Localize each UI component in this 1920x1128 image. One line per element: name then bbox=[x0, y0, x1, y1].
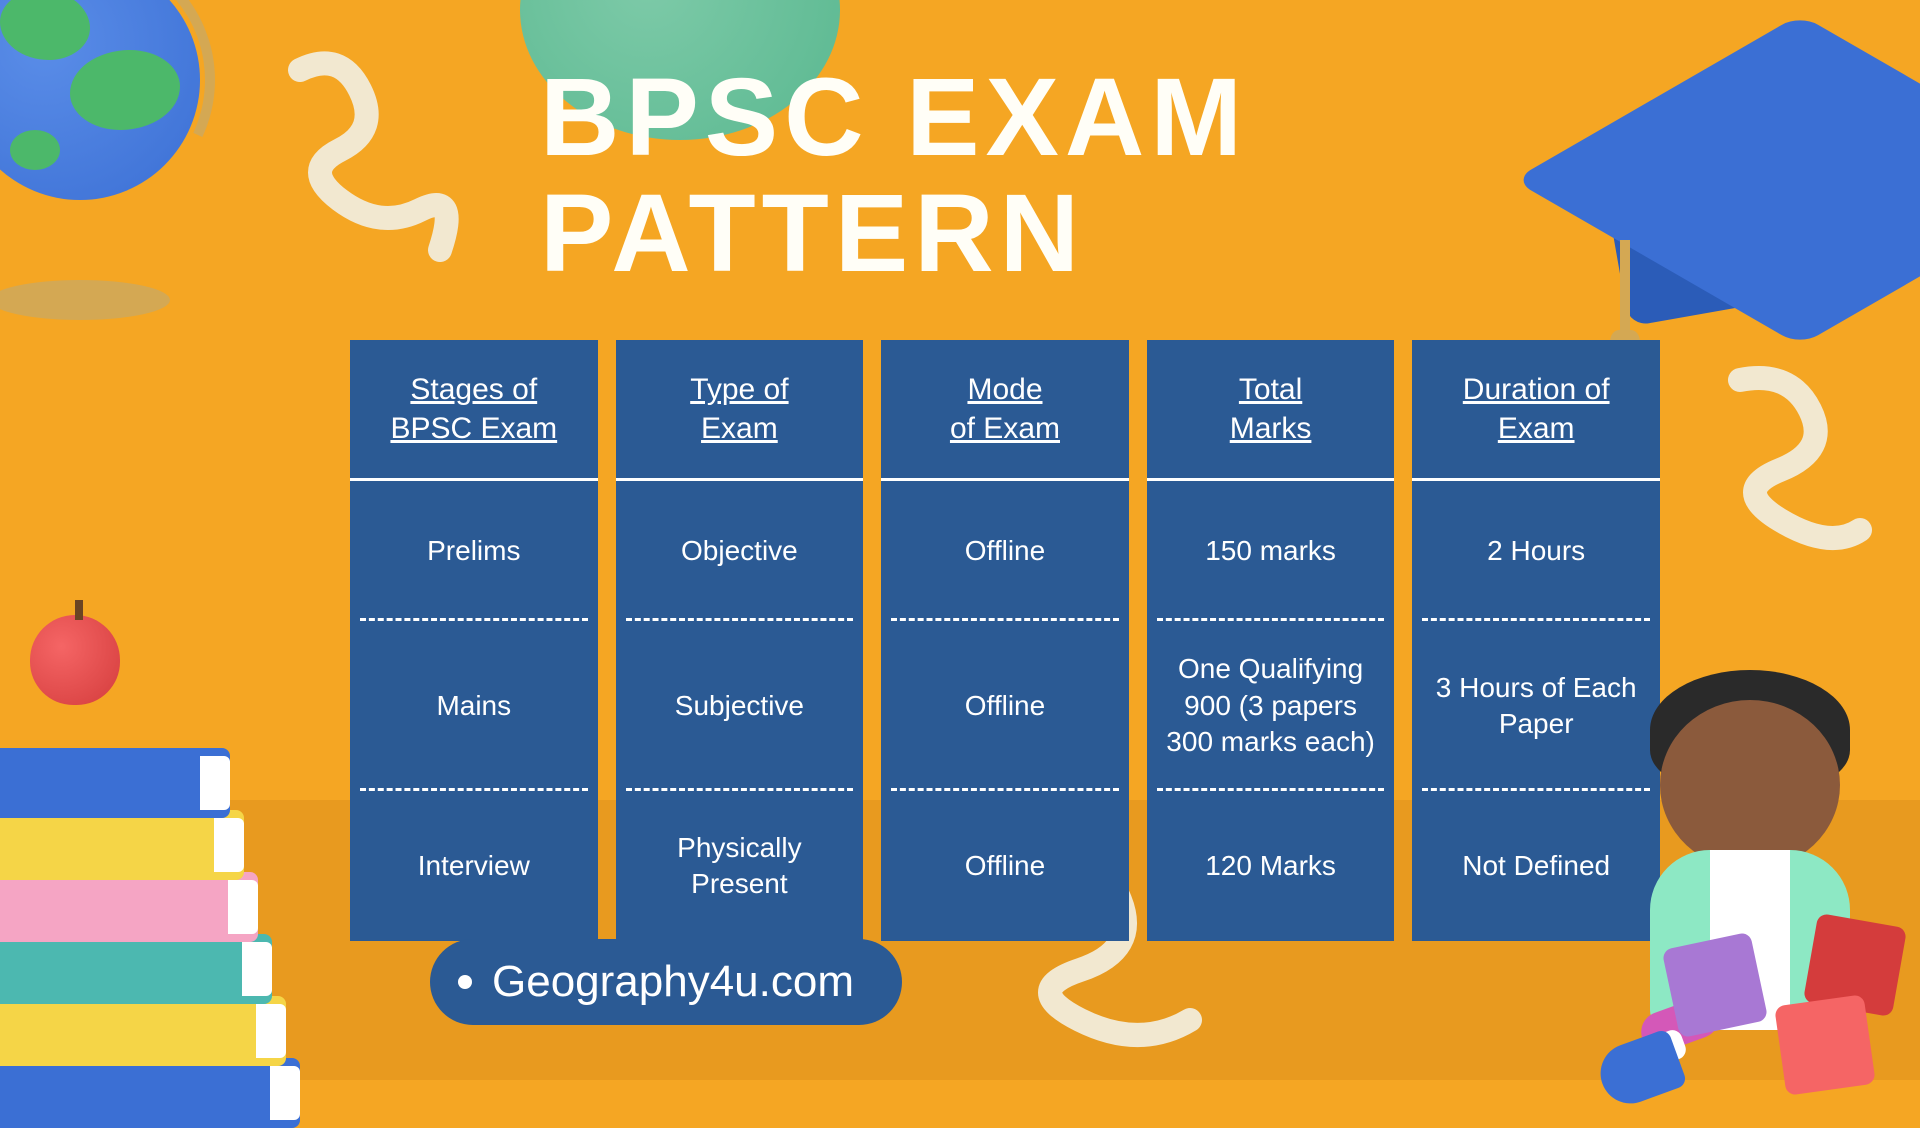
footer-label: Geography4u.com bbox=[492, 957, 854, 1007]
book-icon bbox=[0, 996, 286, 1066]
page-title: BPSC EXAMPATTERN bbox=[540, 60, 1248, 291]
column-header: Modeof Exam bbox=[881, 340, 1129, 481]
squiggle-icon bbox=[1710, 360, 1890, 580]
footer-pill: Geography4u.com bbox=[430, 939, 902, 1025]
column-header: TotalMarks bbox=[1147, 340, 1395, 481]
table-column: Modeof ExamOfflineOfflineOffline bbox=[881, 340, 1129, 941]
exam-table: Stages ofBPSC ExamPrelimsMainsInterviewT… bbox=[350, 340, 1660, 941]
table-column: Type ofExamObjectiveSubjectivePhysically… bbox=[616, 340, 864, 941]
table-cell: 150 marks bbox=[1147, 481, 1395, 621]
squiggle-icon bbox=[280, 50, 480, 270]
column-header: Type ofExam bbox=[616, 340, 864, 481]
table-cell: One Qualifying 900 (3 papers 300 marks e… bbox=[1147, 621, 1395, 791]
title-line1: BPSC EXAMPATTERN bbox=[540, 60, 1248, 291]
book-icon bbox=[0, 810, 244, 880]
table-cell: Objective bbox=[616, 481, 864, 621]
table-cell: Subjective bbox=[616, 621, 864, 791]
table-cell: 120 Marks bbox=[1147, 791, 1395, 941]
table-column: TotalMarks150 marksOne Qualifying 900 (3… bbox=[1147, 340, 1395, 941]
table-column: Stages ofBPSC ExamPrelimsMainsInterview bbox=[350, 340, 598, 941]
column-header: Duration ofExam bbox=[1412, 340, 1660, 481]
book-icon bbox=[0, 748, 230, 818]
table-cell: Physically Present bbox=[616, 791, 864, 941]
child-icon bbox=[1540, 620, 1920, 1120]
book-icon bbox=[0, 872, 258, 942]
book-icon bbox=[0, 934, 272, 1004]
apple-icon bbox=[30, 615, 120, 705]
globe-icon bbox=[0, 0, 260, 260]
table-cell: 2 Hours bbox=[1412, 481, 1660, 621]
bullet-icon bbox=[458, 975, 472, 989]
book-icon bbox=[0, 1058, 300, 1128]
table-cell: Interview bbox=[350, 791, 598, 941]
table-cell: Prelims bbox=[350, 481, 598, 621]
table-cell: Mains bbox=[350, 621, 598, 791]
table-cell: Offline bbox=[881, 481, 1129, 621]
column-header: Stages ofBPSC Exam bbox=[350, 340, 598, 481]
table-cell: Offline bbox=[881, 621, 1129, 791]
table-cell: Offline bbox=[881, 791, 1129, 941]
graduation-cap-icon bbox=[1500, 100, 1920, 360]
